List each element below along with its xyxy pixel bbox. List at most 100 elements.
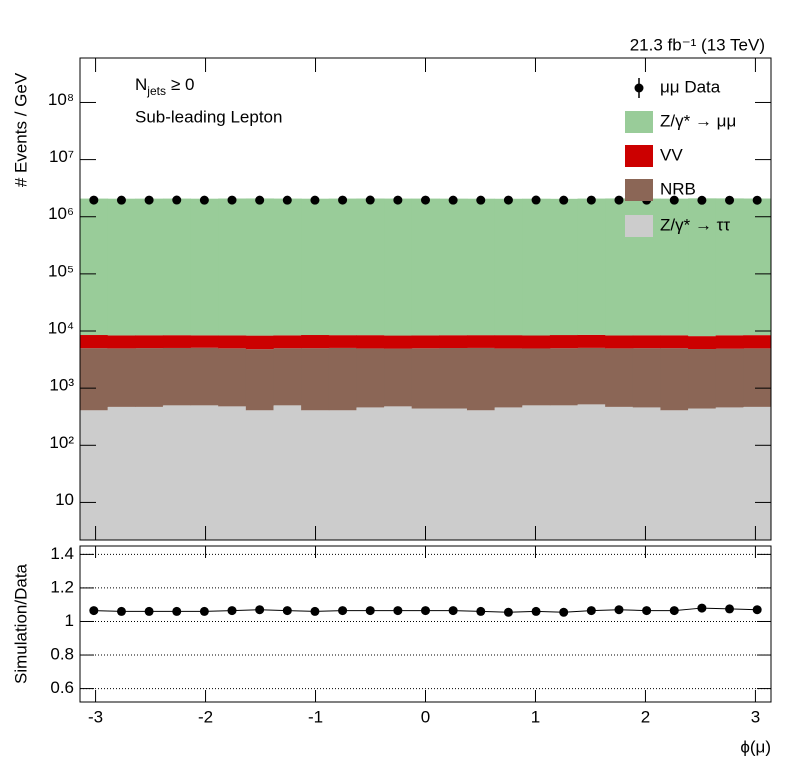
y-tick-label: 0.6 (50, 678, 74, 697)
histogram-bar (743, 198, 772, 336)
ratio-point (503, 607, 513, 617)
annotation: Njets ≥ 0 (135, 75, 194, 98)
data-point (255, 195, 265, 205)
histogram-bar (605, 406, 634, 540)
ratio-point (448, 606, 458, 616)
y-tick-label: 10⁶ (48, 204, 74, 223)
histogram-bar (356, 198, 385, 336)
histogram-bar (218, 335, 247, 349)
y-tick-label: 10⁸ (48, 90, 74, 109)
data-point (669, 195, 679, 205)
histogram-bar (466, 198, 496, 336)
histogram-bar (356, 407, 385, 540)
histogram-bar (715, 407, 744, 540)
x-tick-label: 2 (641, 707, 650, 726)
ratio-point (199, 606, 209, 616)
data-point (725, 195, 735, 205)
x-axis-label: ϕ(μ) (740, 737, 771, 756)
histogram-bar (577, 334, 606, 348)
histogram-bar (494, 198, 523, 336)
ratio-point (227, 606, 237, 616)
legend-marker (634, 83, 644, 93)
legend-swatch (625, 215, 653, 237)
ratio-point (725, 604, 735, 614)
histogram-bar (135, 198, 164, 336)
histogram-bar (162, 198, 192, 336)
data-point (421, 195, 430, 205)
histogram-bar (384, 348, 413, 407)
x-tick-label: 0 (421, 707, 430, 726)
histogram-bar (273, 198, 302, 336)
histogram-bar (660, 348, 689, 411)
histogram-bar (549, 405, 579, 540)
histogram-bar (328, 347, 357, 411)
data-point (172, 195, 182, 205)
histogram-bar (688, 198, 717, 337)
y-tick-label: 10³ (49, 376, 74, 395)
ratio-point (586, 606, 596, 616)
histogram-bar (439, 408, 468, 540)
ratio-point (531, 606, 541, 616)
histogram-bar (245, 198, 274, 336)
data-point (476, 195, 486, 205)
y-tick-label: 10⁷ (49, 147, 74, 166)
ratio-point (669, 606, 679, 616)
histogram-bar (190, 198, 219, 336)
histogram-bar (80, 410, 109, 540)
y-tick-label: 10 (55, 490, 74, 509)
histogram-bar (80, 198, 109, 336)
data-point (559, 195, 569, 205)
data-point (752, 195, 762, 205)
legend-label: Z/γ* → μμ (660, 111, 736, 130)
y-tick-label: 1 (65, 611, 74, 630)
histogram-bar (135, 348, 164, 407)
histogram-bar (660, 198, 689, 336)
legend-label: Z/γ* → ττ (660, 215, 730, 234)
x-tick-label: -3 (88, 707, 103, 726)
histogram-bar (743, 348, 772, 407)
data-point (365, 195, 375, 205)
histogram-bar (632, 335, 661, 349)
histogram-bar (356, 348, 385, 408)
histogram-bar (135, 406, 164, 540)
ratio-point (421, 606, 430, 616)
y-tick-label: 0.8 (50, 645, 74, 664)
histogram-bar (245, 349, 274, 411)
histogram-bar (549, 335, 579, 349)
histogram-bar (466, 410, 496, 540)
histogram-bar (162, 347, 192, 406)
data-point (614, 195, 624, 205)
histogram-bar (107, 198, 136, 336)
histogram-bar (715, 198, 744, 336)
histogram-bar (632, 348, 661, 408)
histogram-bar (107, 348, 136, 407)
histogram-bar (660, 335, 689, 349)
data-point (144, 195, 154, 205)
data-point (503, 195, 513, 205)
histogram-bar (328, 335, 357, 348)
histogram-bar (384, 406, 413, 540)
histogram-bar (466, 335, 496, 348)
histogram-bar (411, 198, 440, 336)
histogram-bar (494, 335, 523, 349)
ratio-point (642, 606, 652, 616)
x-tick-label: 1 (531, 707, 540, 726)
histogram-bar (411, 348, 440, 409)
annotation-suffix: ≥ 0 (171, 75, 195, 94)
histogram-bar (494, 348, 523, 408)
y-tick-label: 1.4 (50, 544, 74, 563)
histogram-bar (190, 335, 219, 348)
histogram-bar (743, 335, 772, 349)
ratio-point (144, 606, 154, 616)
histogram-bar (107, 406, 136, 540)
y-axis-label: # Events / GeV (11, 72, 30, 187)
histogram-bar (715, 348, 744, 408)
histogram-bar (384, 198, 413, 336)
histogram-bar (439, 335, 468, 349)
ratio-point (365, 606, 375, 616)
annotation-sub: jets (146, 84, 166, 98)
histogram-bar (190, 347, 219, 406)
histogram-bar (743, 406, 772, 540)
histogram-bar (301, 348, 330, 411)
